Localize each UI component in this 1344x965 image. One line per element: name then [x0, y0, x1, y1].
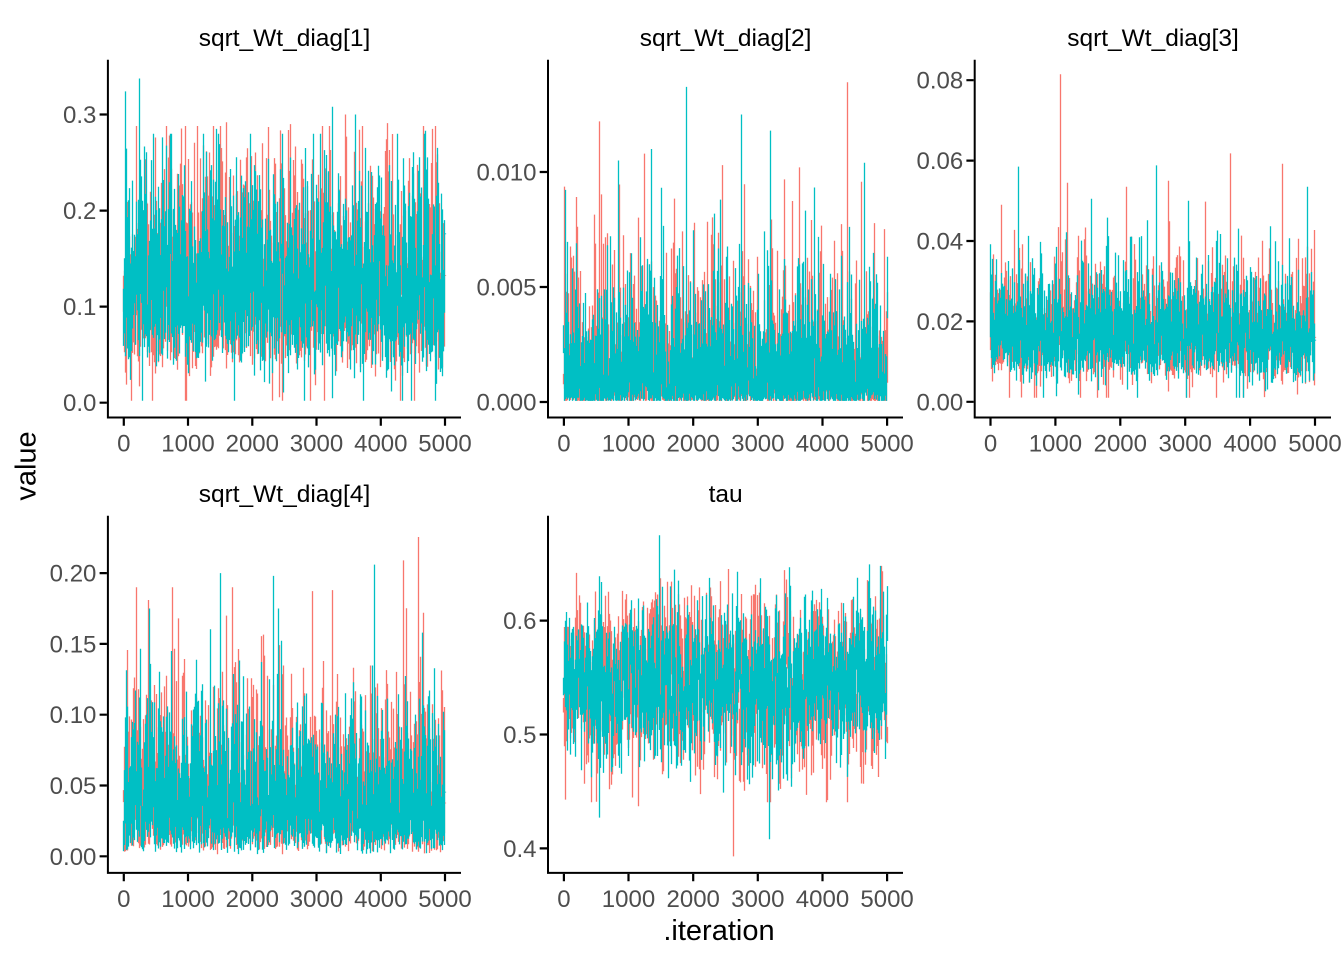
- svg-text:1000: 1000: [602, 431, 655, 458]
- svg-text:3000: 3000: [1159, 431, 1212, 458]
- svg-text:1000: 1000: [161, 431, 214, 458]
- svg-text:0.6: 0.6: [503, 608, 536, 635]
- svg-text:sqrt_Wt_diag[2]: sqrt_Wt_diag[2]: [640, 25, 812, 52]
- svg-text:sqrt_Wt_diag[3]: sqrt_Wt_diag[3]: [1067, 25, 1239, 52]
- svg-text:0.04: 0.04: [916, 229, 963, 256]
- svg-text:0.05: 0.05: [50, 773, 97, 800]
- svg-text:0.00: 0.00: [50, 844, 97, 871]
- svg-text:1000: 1000: [1029, 431, 1082, 458]
- svg-text:0.0: 0.0: [63, 390, 96, 417]
- svg-text:5000: 5000: [860, 886, 913, 913]
- svg-text:2000: 2000: [226, 431, 279, 458]
- svg-text:0: 0: [557, 431, 570, 458]
- svg-text:5000: 5000: [1288, 431, 1341, 458]
- svg-text:5000: 5000: [418, 431, 471, 458]
- svg-text:0.2: 0.2: [63, 198, 96, 225]
- svg-text:.iteration: .iteration: [663, 915, 774, 947]
- svg-text:0: 0: [984, 431, 997, 458]
- svg-text:0.02: 0.02: [916, 309, 963, 336]
- svg-text:1000: 1000: [602, 886, 655, 913]
- svg-text:0.20: 0.20: [50, 561, 97, 588]
- svg-text:0.15: 0.15: [50, 631, 97, 658]
- svg-text:0.06: 0.06: [916, 148, 963, 175]
- svg-text:0.010: 0.010: [476, 160, 536, 187]
- svg-text:4000: 4000: [1223, 431, 1276, 458]
- svg-text:3000: 3000: [731, 431, 784, 458]
- svg-text:5000: 5000: [418, 886, 471, 913]
- svg-text:4000: 4000: [354, 431, 407, 458]
- svg-text:3000: 3000: [290, 431, 343, 458]
- svg-text:0: 0: [117, 886, 130, 913]
- svg-text:0: 0: [117, 431, 130, 458]
- svg-text:sqrt_Wt_diag[1]: sqrt_Wt_diag[1]: [199, 25, 371, 52]
- svg-text:0.3: 0.3: [63, 102, 96, 129]
- svg-text:0.005: 0.005: [476, 275, 536, 302]
- svg-text:0.00: 0.00: [916, 389, 963, 416]
- svg-text:4000: 4000: [354, 886, 407, 913]
- svg-text:0.000: 0.000: [476, 390, 536, 417]
- svg-text:0.08: 0.08: [916, 68, 963, 95]
- svg-text:0.10: 0.10: [50, 702, 97, 729]
- svg-text:5000: 5000: [860, 431, 913, 458]
- svg-text:2000: 2000: [1094, 431, 1147, 458]
- svg-text:3000: 3000: [731, 886, 784, 913]
- svg-text:1000: 1000: [161, 886, 214, 913]
- svg-text:0.5: 0.5: [503, 722, 536, 749]
- svg-text:0.4: 0.4: [503, 836, 536, 863]
- svg-text:2000: 2000: [226, 886, 279, 913]
- svg-text:2000: 2000: [667, 431, 720, 458]
- svg-text:4000: 4000: [796, 886, 849, 913]
- svg-text:tau: tau: [709, 481, 743, 508]
- svg-text:2000: 2000: [667, 886, 720, 913]
- svg-text:sqrt_Wt_diag[4]: sqrt_Wt_diag[4]: [199, 481, 371, 508]
- svg-text:3000: 3000: [290, 886, 343, 913]
- svg-text:0.1: 0.1: [63, 294, 96, 321]
- svg-text:value: value: [11, 431, 43, 500]
- svg-text:4000: 4000: [796, 431, 849, 458]
- svg-text:0: 0: [557, 886, 570, 913]
